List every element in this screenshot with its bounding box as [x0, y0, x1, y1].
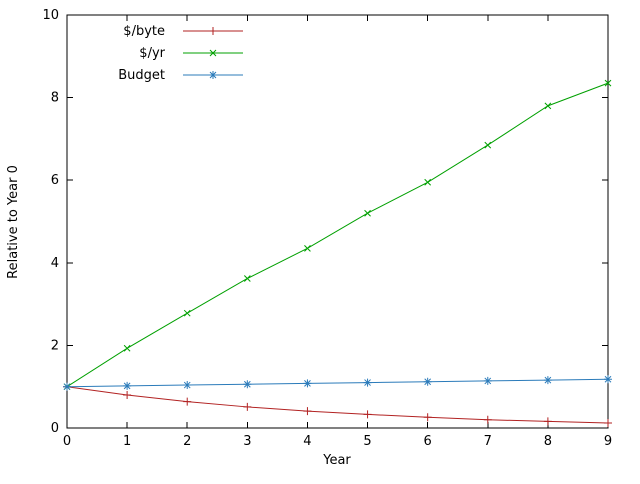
x-tick-label: 1	[123, 434, 131, 449]
x-tick-label: 5	[363, 434, 371, 449]
x-tick-label: 7	[484, 434, 492, 449]
y-tick-label: 10	[42, 8, 59, 23]
x-tick-label: 4	[303, 434, 311, 449]
x-axis-label: Year	[322, 453, 351, 468]
y-tick-label: 4	[51, 256, 59, 271]
y-tick-label: 0	[51, 421, 59, 436]
series-1	[63, 79, 612, 391]
series-0	[63, 382, 612, 428]
legend-label: $/yr	[139, 46, 165, 61]
x-tick-label: 2	[183, 434, 191, 449]
plot-generated: 0 1 2 3 4 5 6 7 8 9 0 2 4 6 8 10 $/byte $/yr Budget	[42, 8, 612, 449]
x-tick-label: 3	[243, 434, 251, 449]
y-tick-label: 8	[51, 91, 59, 106]
plot-border	[66, 14, 609, 429]
x-tick-label: 8	[544, 434, 552, 449]
legend-label: Budget	[118, 68, 165, 83]
y-tick-label: 2	[51, 338, 59, 353]
series-2	[63, 375, 612, 391]
y-axis-label: Relative to Year 0	[6, 165, 21, 279]
x-tick-label: 6	[424, 434, 432, 449]
legend: $/byte $/yr Budget	[118, 24, 243, 83]
legend-label: $/byte	[123, 24, 165, 39]
x-tick-label: 9	[604, 434, 612, 449]
y-tick-label: 6	[51, 173, 59, 188]
x-tick-label: 0	[63, 434, 71, 449]
